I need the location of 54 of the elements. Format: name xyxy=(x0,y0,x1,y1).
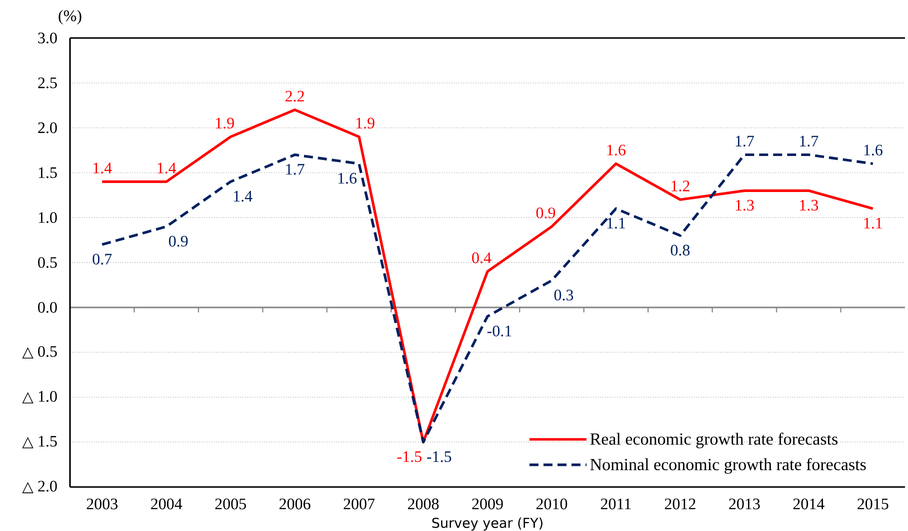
x-tick-label: 2003 xyxy=(86,498,118,510)
data-label: 2.2 xyxy=(286,90,304,102)
y-tick-label: △ 1.0 xyxy=(22,390,57,404)
data-label: 0.4 xyxy=(472,252,492,264)
y-tick-label: 2.5 xyxy=(38,78,57,88)
x-tick-label: 2004 xyxy=(151,498,182,510)
y-tick-label: 0.5 xyxy=(38,257,57,268)
x-axis-title: Survey year (FY) xyxy=(432,518,542,531)
data-label: 1.4 xyxy=(234,190,252,202)
data-label: 1.2 xyxy=(672,180,690,192)
x-tick-label: 2009 xyxy=(472,498,503,510)
data-label: 1.9 xyxy=(216,118,234,129)
data-label: 1.4 xyxy=(94,162,112,174)
x-tick-label: 2014 xyxy=(793,498,824,510)
y-tick-label: 1.0 xyxy=(38,212,57,224)
data-label: 1.1 xyxy=(607,218,626,229)
y-tick-label: 3.0 xyxy=(38,32,57,44)
x-tick-label: 2013 xyxy=(729,498,760,510)
data-label: 1.3 xyxy=(800,200,818,211)
data-label: 1.6 xyxy=(338,172,357,184)
x-tick-label: 2005 xyxy=(215,498,246,510)
data-label: 0.9 xyxy=(536,208,556,218)
data-label: -1.5 xyxy=(397,451,422,462)
data-label: 1.9 xyxy=(356,118,374,129)
data-label: 1.7 xyxy=(800,136,818,147)
x-tick-label: 2007 xyxy=(344,498,375,510)
data-label: 0.7 xyxy=(92,254,112,265)
data-label: 1.3 xyxy=(736,200,754,211)
data-label: 1.7 xyxy=(286,164,304,175)
data-label: 0.8 xyxy=(670,244,690,256)
data-label: 0.3 xyxy=(554,290,574,301)
data-label: 0.9 xyxy=(168,236,188,247)
data-label: 1.1 xyxy=(864,218,882,229)
data-label: 1.4 xyxy=(158,162,176,174)
y-tick-label: 2.0 xyxy=(38,122,57,134)
x-tick-label: 2015 xyxy=(858,498,888,510)
y-tick-label: △ 1.5 xyxy=(22,436,57,448)
data-label: -0.1 xyxy=(487,326,512,336)
y-tick-label: △ 0.5 xyxy=(22,346,57,359)
y-axis-title: (%) xyxy=(58,10,82,24)
y-tick-label: 0.0 xyxy=(38,302,57,313)
data-label: 1.7 xyxy=(736,136,754,147)
legend-label: Nominal economic growth rate forecasts xyxy=(590,458,866,474)
y-tick-label: 1.5 xyxy=(38,167,57,178)
data-label: -1.5 xyxy=(427,451,452,462)
x-tick-label: 2010 xyxy=(536,498,568,510)
legend-label: Real economic growth rate forecasts xyxy=(590,432,838,448)
data-label: 1.6 xyxy=(607,144,626,156)
x-tick-label: 2008 xyxy=(408,498,439,510)
x-tick-label: 2011 xyxy=(600,498,631,510)
y-tick-label: △ 2.0 xyxy=(22,480,57,494)
x-tick-label: 2006 xyxy=(280,498,310,510)
x-tick-label: 2012 xyxy=(664,498,696,510)
data-label: 1.6 xyxy=(864,144,882,156)
